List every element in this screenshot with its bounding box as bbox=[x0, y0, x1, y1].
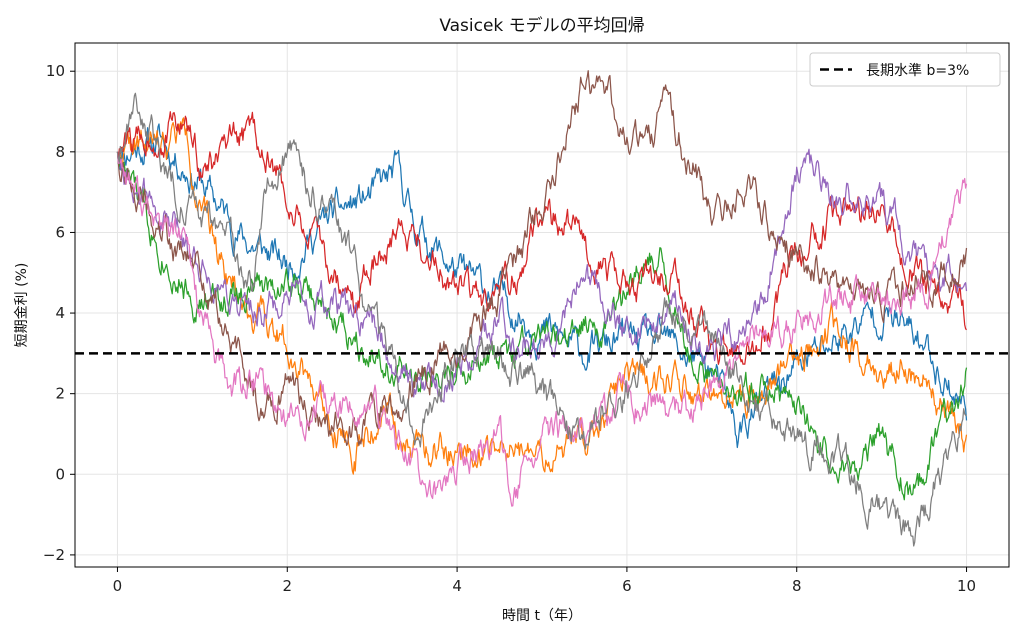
y-tick-label: 10 bbox=[46, 62, 65, 80]
plot-frame bbox=[74, 42, 1010, 568]
y-tick-label: 2 bbox=[55, 385, 65, 403]
series-line-4 bbox=[116, 111, 967, 365]
chart-title: Vasicek モデルの平均回帰 bbox=[439, 15, 644, 36]
x-axis-label: 時間 t（年） bbox=[502, 608, 582, 624]
x-tick-label: 2 bbox=[282, 577, 292, 595]
y-tick-label: 8 bbox=[55, 143, 65, 161]
y-tick-label: 6 bbox=[55, 223, 65, 241]
x-tick-label: 8 bbox=[792, 577, 802, 595]
axis-ticks: 0 2 4 6 8 10 −2 0 2 4 6 8 10 bbox=[43, 62, 976, 595]
x-tick-label: 0 bbox=[113, 577, 123, 595]
series-line-8 bbox=[116, 92, 967, 547]
legend-box bbox=[809, 52, 1001, 87]
series-line-3 bbox=[116, 151, 968, 501]
series-line-1 bbox=[116, 123, 968, 449]
y-tick-label: 4 bbox=[55, 304, 65, 322]
y-axis-label: 短期金利 (%) bbox=[14, 263, 30, 348]
legend: 長期水準 b=3% bbox=[809, 52, 1001, 87]
x-tick-label: 4 bbox=[452, 577, 462, 595]
series-line-7 bbox=[116, 151, 968, 507]
series-line-6 bbox=[116, 70, 968, 447]
y-tick-label: −2 bbox=[43, 546, 65, 564]
x-tick-label: 6 bbox=[622, 577, 632, 595]
y-tick-label: 0 bbox=[55, 465, 65, 483]
series-line-5 bbox=[116, 148, 968, 403]
grid-lines bbox=[75, 43, 1009, 567]
x-tick-label: 10 bbox=[957, 577, 976, 595]
legend-label-reference: 長期水準 b=3% bbox=[866, 63, 969, 79]
